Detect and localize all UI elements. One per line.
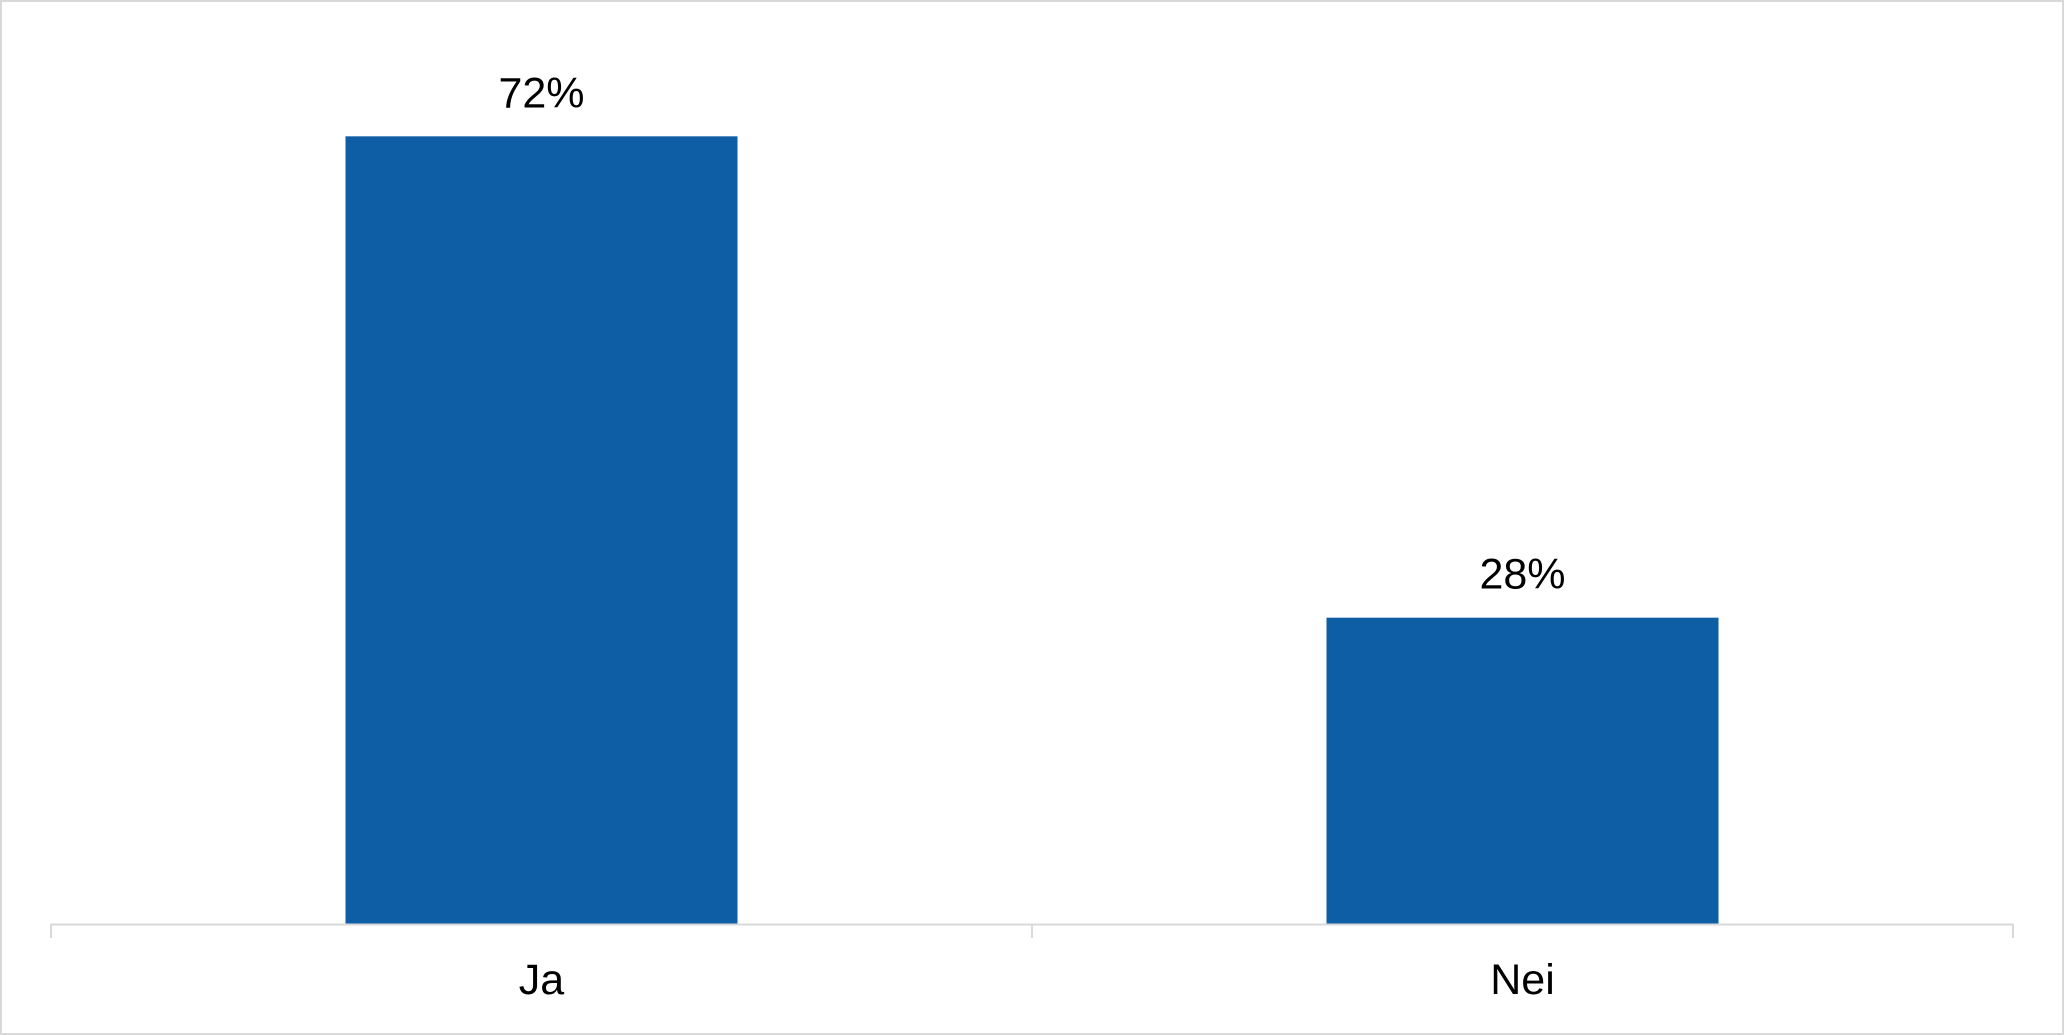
x-axis [50,923,2014,938]
category-label-nei: Nei [1490,956,1555,1004]
bars-layer [345,136,1719,924]
bar-ja [345,136,738,924]
category-label-ja: Ja [519,956,565,1004]
bar-nei [1326,617,1719,924]
data-label-nei: 28% [1479,551,1565,599]
data-label-ja: 72% [498,69,584,117]
labels-layer: 72% Ja 28% Nei [498,69,1565,1004]
